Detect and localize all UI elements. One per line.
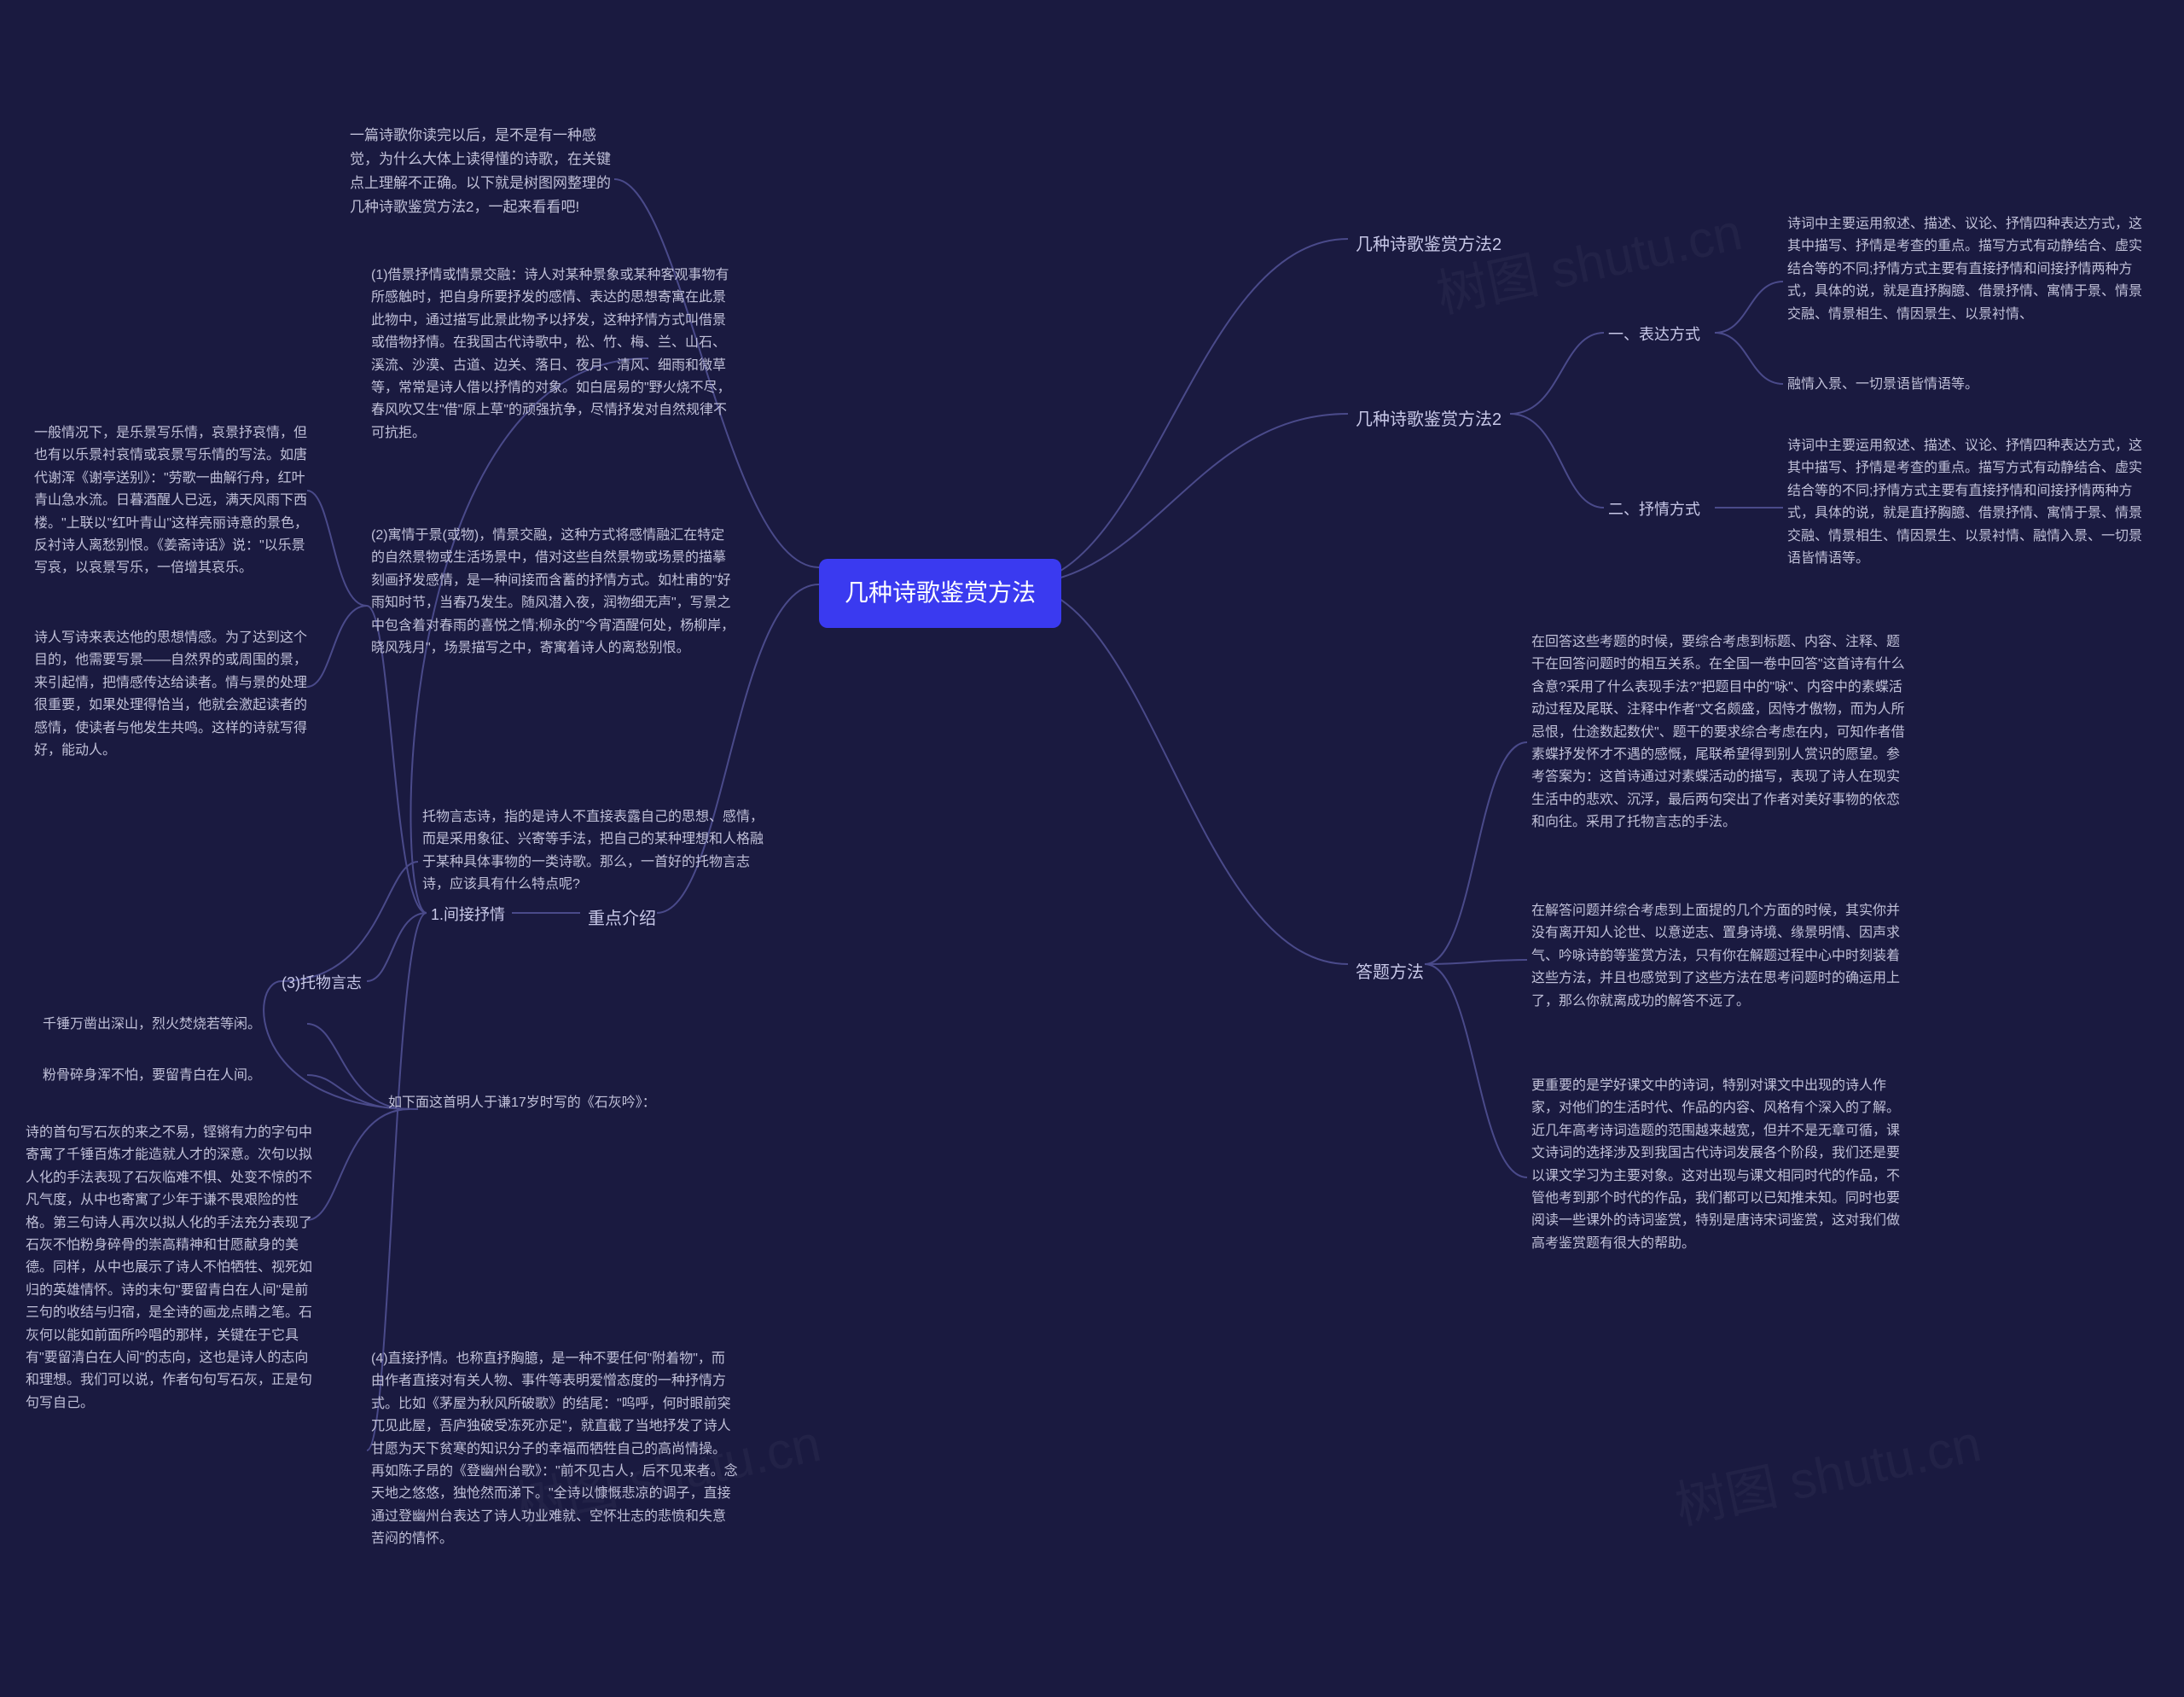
right-branch-1[interactable]: 几种诗歌鉴赏方法2 [1352, 226, 1505, 264]
item3-subtext: 如下面这首明人于谦17岁时写的《石灰吟》： [388, 1092, 704, 1114]
indirect-lyric[interactable]: 1.间接抒情 [431, 903, 505, 927]
sub-expression[interactable]: 一、表达方式 [1608, 323, 1700, 347]
item2-text: (2)寓情于景(或物)，情景交融，这种方式将感情融汇在特定的自然景物或生活场景中… [371, 525, 738, 660]
item1-text: (1)借景抒情或情景交融：诗人对某种景象或某种客观事物有所感触时，把自身所要抒发… [371, 264, 738, 445]
right-branch-3[interactable]: 答题方法 [1352, 954, 1427, 991]
expression-text-2: 融情入景、一切景语皆情语等。 [1787, 374, 2146, 396]
item3-analysis: 诗的首句写石灰的来之不易，铿锵有力的字句中寄寓了千锤百炼才能造就人才的深意。次句… [26, 1122, 316, 1415]
item3-label[interactable]: (3)托物言志 [282, 971, 362, 996]
center-node[interactable]: 几种诗歌鉴赏方法 [819, 559, 1061, 628]
item2-aside2: 诗人写诗来表达他的思想情感。为了达到这个目的，他需要写景——自然界的或周围的景，… [34, 627, 316, 762]
item3-text: 托物言志诗，指的是诗人不直接表露自己的思想、感情，而是采用象征、兴寄等手法，把自… [422, 806, 772, 897]
item4-text: (4)直接抒情。也称直抒胸臆，是一种不要任何"附着物"，而由作者直接对有关人物、… [371, 1348, 738, 1551]
sub-lyric[interactable]: 二、抒情方式 [1608, 497, 1700, 522]
intro-text: 一篇诗歌你读完以后，是不是有一种感觉，为什么大体上读得懂的诗歌，在关键点上理解不… [350, 124, 623, 219]
expression-text-1: 诗词中主要运用叙述、描述、议论、抒情四种表达方式，这其中描写、抒情是考查的重点。… [1787, 213, 2146, 326]
item2-aside1: 一般情况下，是乐景写乐情，哀景抒哀情，但也有以乐景衬哀情或哀景写乐情的写法。如唐… [34, 422, 316, 580]
watermark: 树图 shutu.cn [1668, 1402, 1987, 1539]
left-branch[interactable]: 重点介绍 [584, 900, 659, 938]
item3-line1: 千锤万凿出深山，烈火焚烧若等闲。 [43, 1014, 316, 1036]
answer-text-2: 在解答问题并综合考虑到上面提的几个方面的时候，其实你并没有离开知人论世、以意逆志… [1531, 900, 1907, 1013]
answer-text-3: 更重要的是学好课文中的诗词，特别对课文中出现的诗人作家，对他们的生活时代、作品的… [1531, 1075, 1907, 1255]
answer-text-1: 在回答这些考题的时候，要综合考虑到标题、内容、注释、题干在回答问题时的相互关系。… [1531, 631, 1907, 834]
item3-line2: 粉骨碎身浑不怕，要留青白在人间。 [43, 1065, 316, 1087]
right-branch-2[interactable]: 几种诗歌鉴赏方法2 [1352, 401, 1505, 439]
lyric-text: 诗词中主要运用叙述、描述、议论、抒情四种表达方式，这其中描写、抒情是考查的重点。… [1787, 435, 2146, 570]
